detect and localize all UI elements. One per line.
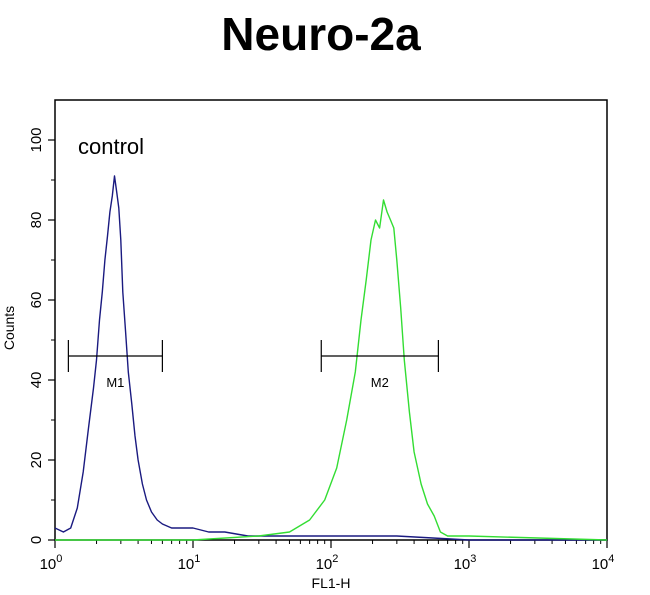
x-tick-label: 102	[316, 553, 339, 573]
x-tick-label: 100	[40, 553, 63, 573]
control-histogram-line	[54, 175, 607, 541]
marker-label: M1	[106, 375, 124, 390]
x-tick-label: 104	[592, 553, 615, 573]
y-axis-ticks: 0 20 40 60 80 100	[28, 127, 55, 544]
x-axis-ticks: 100 101 102 103 104	[40, 540, 615, 573]
plot-frame	[54, 99, 608, 541]
x-axis-label: FL1-H	[312, 575, 351, 591]
x-tick-label: 103	[454, 553, 477, 573]
marker-label: M2	[371, 375, 389, 390]
y-tick-label: 20	[28, 452, 45, 469]
y-axis-label: Counts	[1, 306, 17, 350]
y-tick-label: 0	[28, 536, 45, 544]
control-annotation: control	[78, 134, 144, 159]
y-tick-label: 60	[28, 292, 45, 309]
sample-histogram-line	[55, 199, 608, 541]
y-tick-label: 100	[28, 127, 45, 152]
histogram-series	[54, 175, 608, 541]
chart-title: Neuro-2a	[221, 8, 421, 60]
x-tick-label: 101	[178, 553, 201, 573]
y-tick-label: 80	[28, 212, 45, 229]
y-tick-label: 40	[28, 372, 45, 389]
gate-markers: M1 M2	[67, 340, 439, 390]
